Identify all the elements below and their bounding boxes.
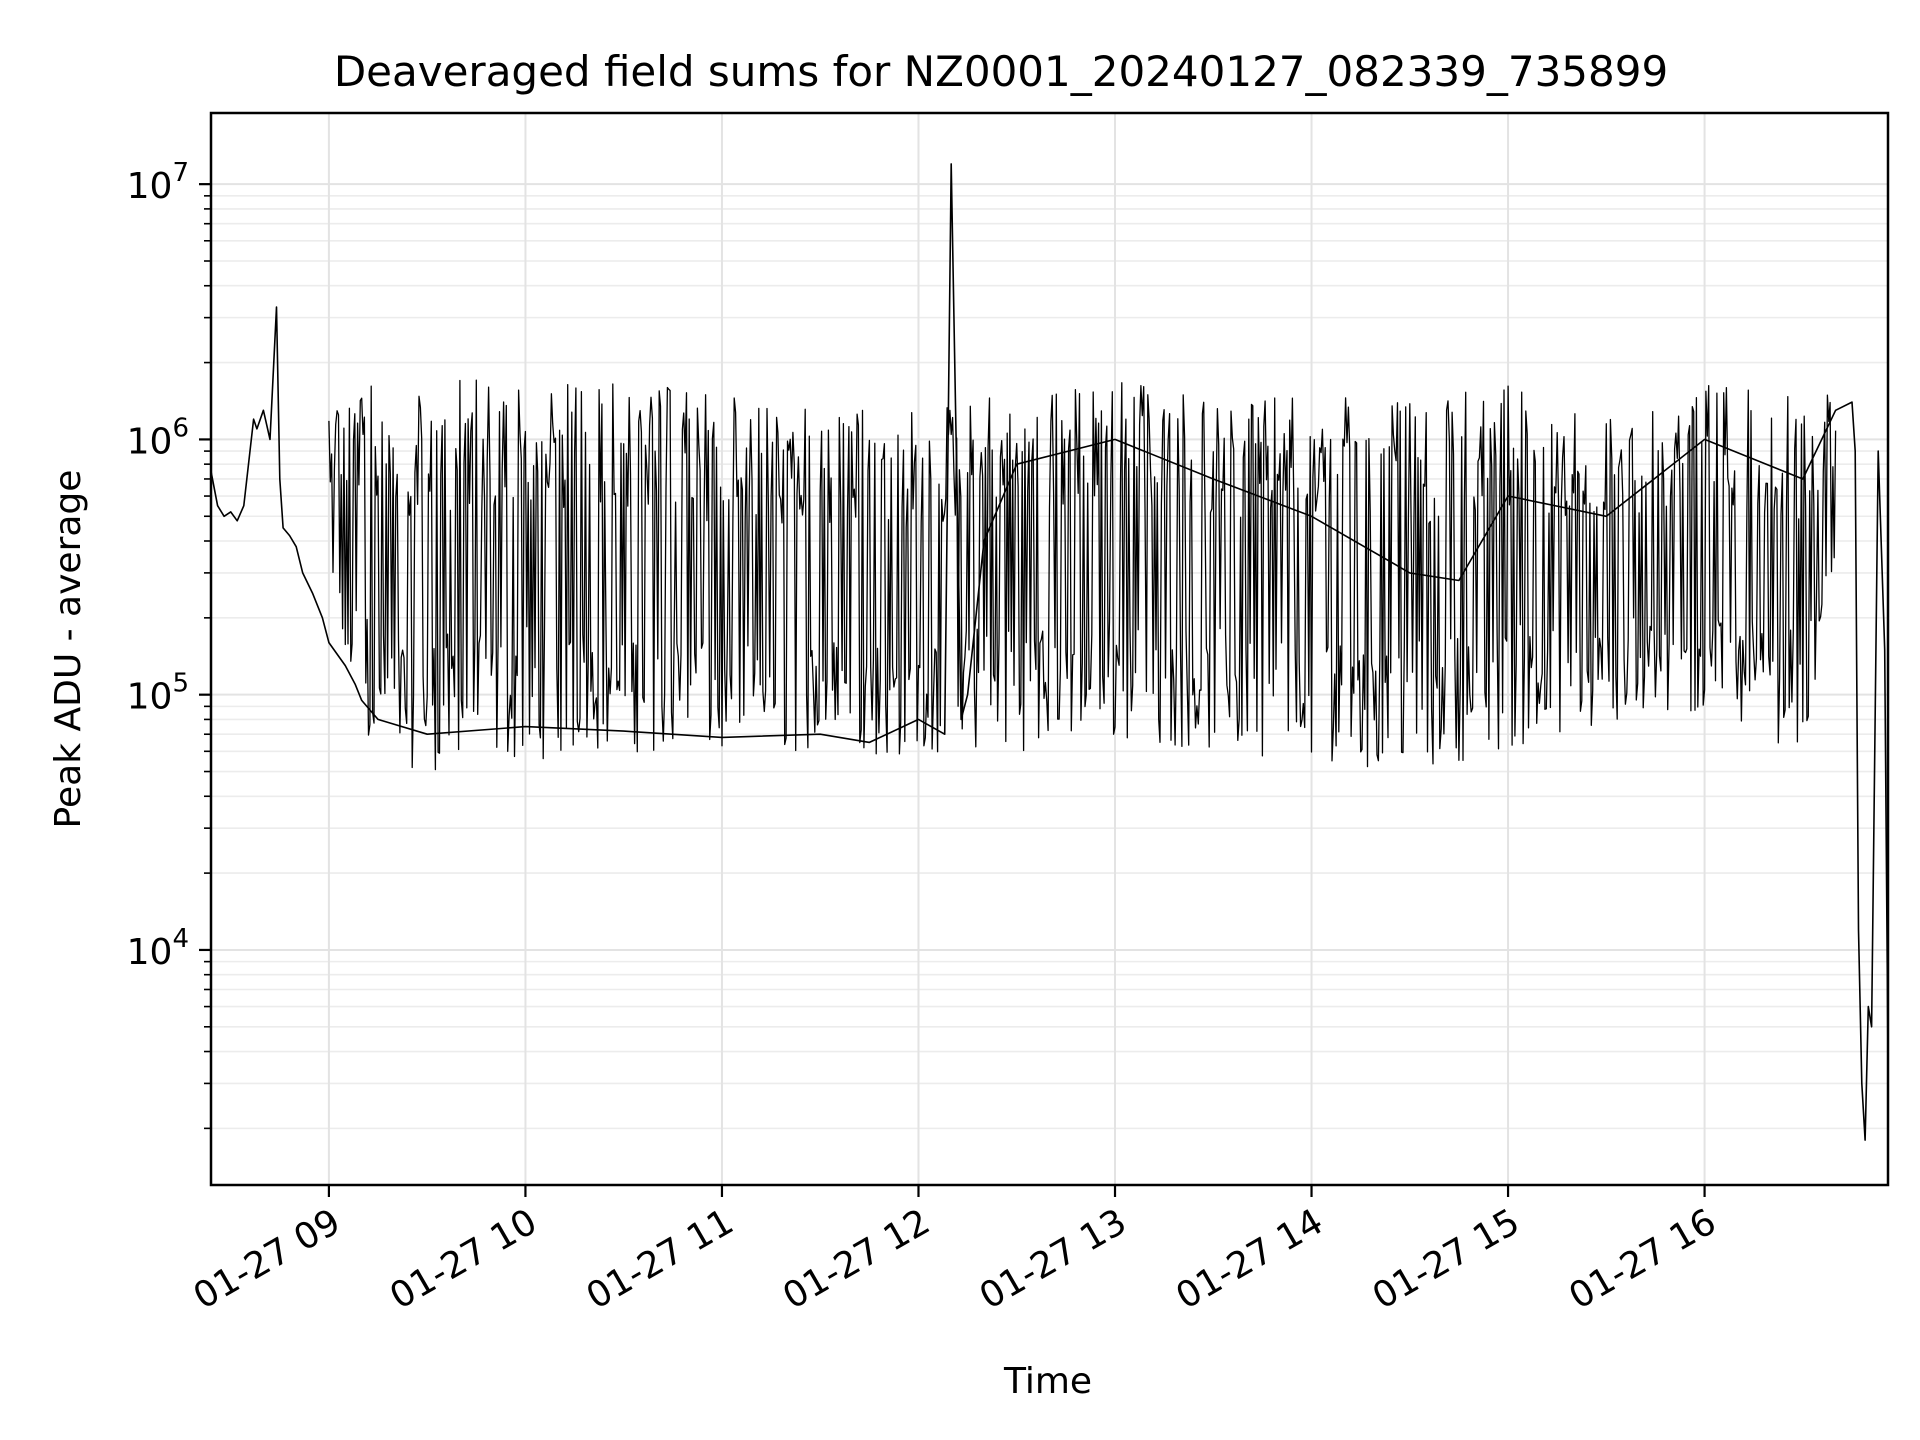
series-band-line [328,379,1837,771]
y-tick-label: 107 [127,158,189,207]
y-tick-label: 105 [127,669,189,718]
series-line [210,163,1889,1141]
plot-frame [209,111,1890,1187]
plot-data [210,163,1889,1141]
chart-title: Deaveraged field sums for NZ0001_2024012… [334,47,1668,96]
y-axis-label: Peak ADU - average [48,470,89,829]
x-axis-label: Time [1003,1361,1092,1402]
y-tick-label: 104 [127,924,189,973]
y-axis: 104 105 106 107 [127,158,211,1130]
y-tick-label: 106 [127,413,189,462]
